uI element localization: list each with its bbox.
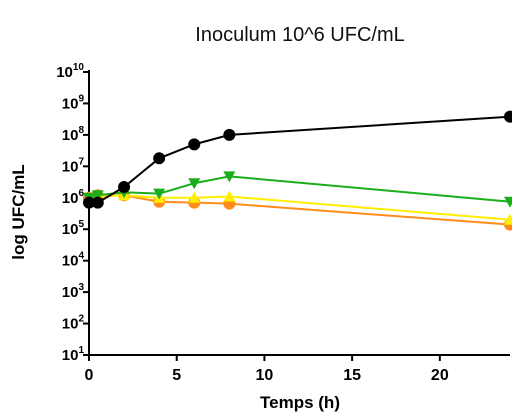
y-tick-label-8: 109 xyxy=(62,93,85,112)
series-2-point-6 xyxy=(504,213,512,225)
y-tick-label-9: 1010 xyxy=(56,62,84,81)
series-0-point-2 xyxy=(118,181,131,194)
series-3-line xyxy=(88,194,511,226)
x-tick-label-1: 5 xyxy=(172,367,181,384)
x-tick-label-2: 10 xyxy=(256,367,274,384)
y-tick-label-4: 105 xyxy=(62,219,85,238)
series-group xyxy=(83,110,512,231)
series-2-point-4 xyxy=(188,191,201,203)
series-1-point-1 xyxy=(91,190,104,202)
y-ticks: 101 102 103 104 105 106 107 108 109 1010 xyxy=(56,62,89,364)
x-axis-label: Temps (h) xyxy=(260,393,340,412)
y-tick-label-0: 101 xyxy=(62,345,85,364)
series-0-point-5 xyxy=(223,128,236,141)
y-tick-label-2: 103 xyxy=(62,282,85,301)
x-tick-label-4: 20 xyxy=(431,367,449,384)
y-tick-label-6: 107 xyxy=(62,156,85,175)
series-1-point-4 xyxy=(188,178,201,190)
series-2-line xyxy=(88,194,511,221)
y-tick-label-1: 102 xyxy=(62,314,85,333)
series-1-point-3 xyxy=(153,188,166,200)
series-0-point-4 xyxy=(188,138,201,151)
x-ticks: 0 5 10 15 20 xyxy=(85,355,449,384)
series-0-point-1 xyxy=(91,196,104,209)
y-tick-label-3: 104 xyxy=(62,251,85,270)
series-0-point-3 xyxy=(153,152,166,165)
series-0-line xyxy=(89,115,511,204)
y-tick-label-7: 108 xyxy=(62,125,85,144)
series-2-point-5 xyxy=(223,190,236,202)
series-1-point-5 xyxy=(223,171,236,183)
x-tick-label-0: 0 xyxy=(85,367,94,384)
series-0-point-0 xyxy=(83,196,95,209)
y-axis-label: log UFC/mL xyxy=(9,164,28,259)
x-tick-label-3: 15 xyxy=(343,367,361,384)
y-tick-label-5: 106 xyxy=(62,188,85,207)
chart-title: Inoculum 10^6 UFC/mL xyxy=(195,24,404,46)
series-1-point-6 xyxy=(504,196,512,208)
series-0 xyxy=(83,110,512,209)
series-0-point-6 xyxy=(504,110,512,123)
